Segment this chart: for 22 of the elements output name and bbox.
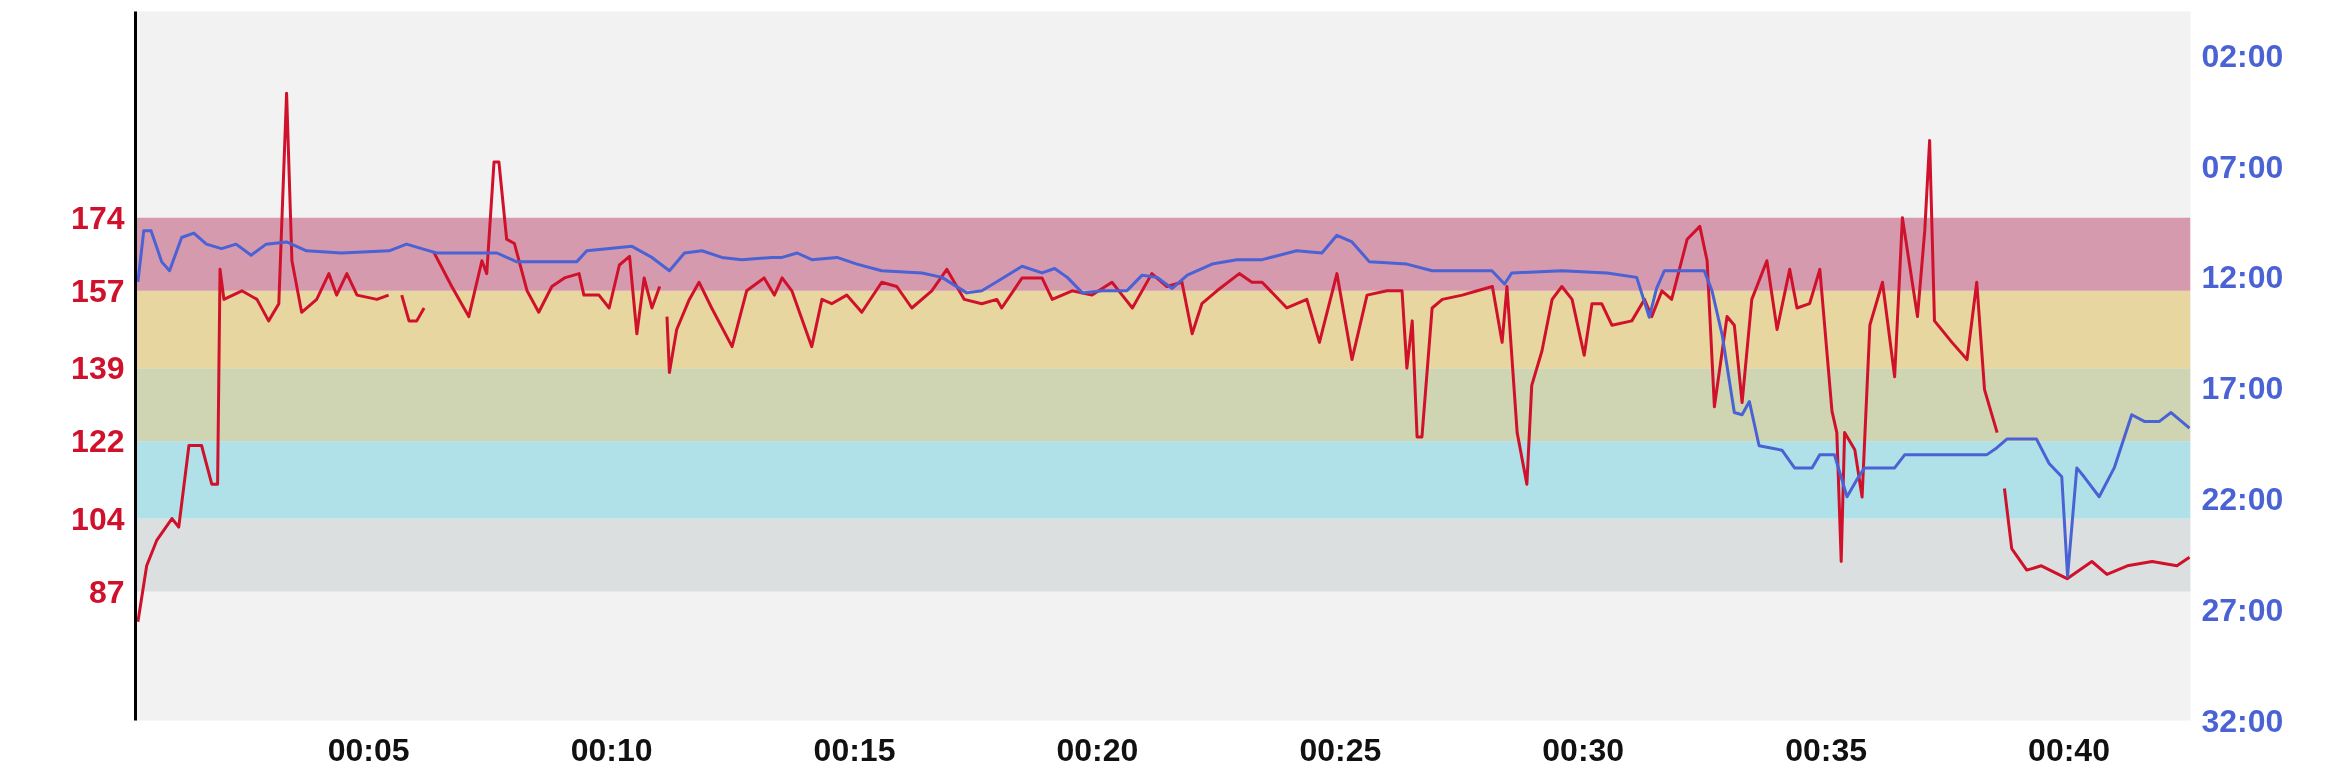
y2-tick-label: 12:00 xyxy=(2201,259,2284,296)
x-tick-label: 00:35 xyxy=(1785,731,1868,768)
y-tick-label: 122 xyxy=(71,423,125,460)
x-tick-label: 00:05 xyxy=(327,731,410,768)
x-tick-label: 00:30 xyxy=(1542,731,1625,768)
x-tick-label: 00:20 xyxy=(1056,731,1139,768)
x-tick-label: 00:10 xyxy=(570,731,653,768)
y2-tick-label: 07:00 xyxy=(2201,148,2284,185)
y2-tick-label: 17:00 xyxy=(2201,370,2284,407)
line-series xyxy=(136,229,2191,578)
y-tick-label: 139 xyxy=(71,350,125,387)
y2-tick-label: 27:00 xyxy=(2201,591,2284,628)
y-tick-label: 104 xyxy=(71,500,125,537)
x-tick-label: 00:15 xyxy=(813,731,896,768)
y2-tick-label: 22:00 xyxy=(2201,480,2284,517)
y-tick-label: 174 xyxy=(71,199,125,236)
y-tick-label: 157 xyxy=(71,272,125,309)
y2-tick-label: 02:00 xyxy=(2201,37,2284,74)
y2-tick-label: 32:00 xyxy=(2201,702,2284,739)
x-tick-label: 00:40 xyxy=(2028,731,2110,768)
x-tick-label: 00:25 xyxy=(1299,731,1382,768)
y-tick-label: 87 xyxy=(88,573,125,610)
